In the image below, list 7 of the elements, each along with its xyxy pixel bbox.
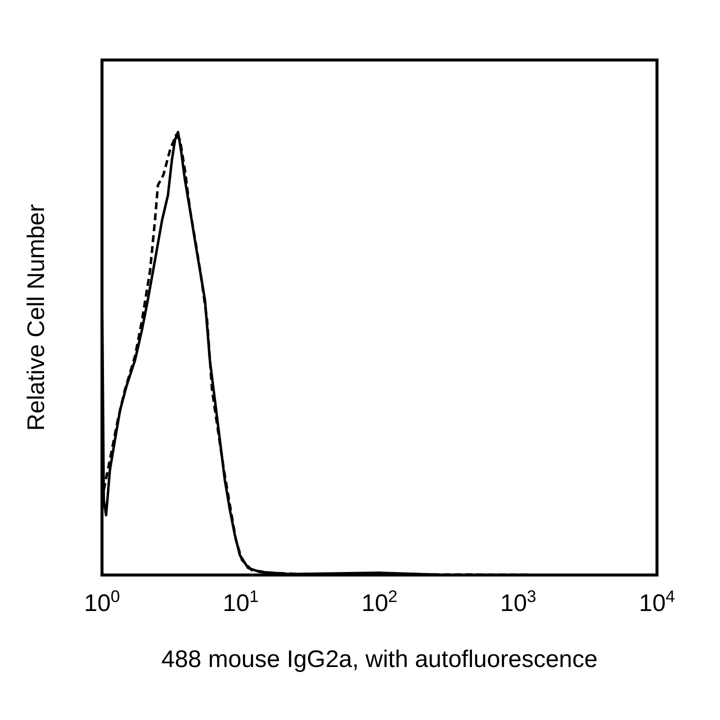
x-tick-label: 10$^{0}$ (84, 586, 120, 617)
y-axis-title: Relative Cell Number (23, 204, 50, 431)
x-tick-label: 10$^{4}$ (638, 586, 676, 617)
x-tick-label: 10$^{1}$ (222, 586, 259, 617)
x-axis-title: 488 mouse IgG2a, with autofluorescence (161, 646, 598, 673)
x-tick-label: 10$^{2}$ (361, 586, 398, 617)
x-tick-label: 10$^{3}$ (500, 586, 536, 617)
